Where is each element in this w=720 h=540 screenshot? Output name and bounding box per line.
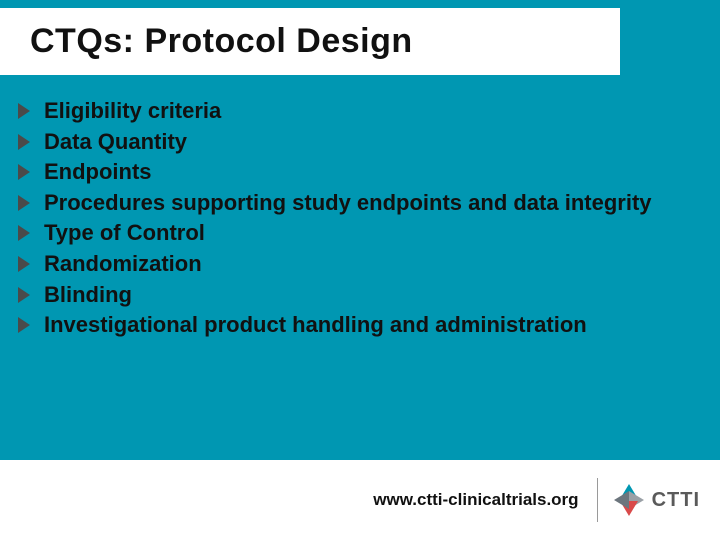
ctti-logo-icon: [612, 483, 646, 517]
triangle-bullet-icon: [18, 225, 30, 241]
triangle-bullet-icon: [18, 164, 30, 180]
list-item: Investigational product handling and adm…: [18, 311, 680, 340]
list-item-text: Investigational product handling and adm…: [44, 311, 587, 340]
triangle-bullet-icon: [18, 134, 30, 150]
list-item-text: Data Quantity: [44, 128, 187, 157]
ctti-logo: CTTI: [612, 483, 700, 517]
triangle-bullet-icon: [18, 195, 30, 211]
footer: www.ctti-clinicaltrials.org CTTI: [0, 460, 720, 540]
list-item-text: Procedures supporting study endpoints an…: [44, 189, 652, 218]
list-item-text: Blinding: [44, 281, 132, 310]
list-item-text: Endpoints: [44, 158, 152, 187]
list-item: Blinding: [18, 281, 680, 310]
triangle-bullet-icon: [18, 256, 30, 272]
footer-url: www.ctti-clinicaltrials.org: [373, 490, 578, 510]
list-item-text: Randomization: [44, 250, 202, 279]
triangle-bullet-icon: [18, 287, 30, 303]
slide-title: CTQs: Protocol Design: [30, 22, 620, 61]
list-item-text: Type of Control: [44, 219, 205, 248]
list-item: Eligibility criteria: [18, 97, 680, 126]
list-item: Type of Control: [18, 219, 680, 248]
list-item-text: Eligibility criteria: [44, 97, 221, 126]
list-item: Procedures supporting study endpoints an…: [18, 189, 680, 218]
triangle-bullet-icon: [18, 103, 30, 119]
slide: CTQs: Protocol Design Eligibility criter…: [0, 0, 720, 540]
content-region: CTQs: Protocol Design Eligibility criter…: [0, 0, 720, 460]
list-item: Endpoints: [18, 158, 680, 187]
list-item: Randomization: [18, 250, 680, 279]
ctti-logo-text: CTTI: [652, 489, 700, 512]
title-box: CTQs: Protocol Design: [0, 8, 620, 75]
list-item: Data Quantity: [18, 128, 680, 157]
triangle-bullet-icon: [18, 317, 30, 333]
footer-divider: [597, 478, 598, 522]
bullet-list: Eligibility criteria Data Quantity Endpo…: [0, 97, 720, 340]
